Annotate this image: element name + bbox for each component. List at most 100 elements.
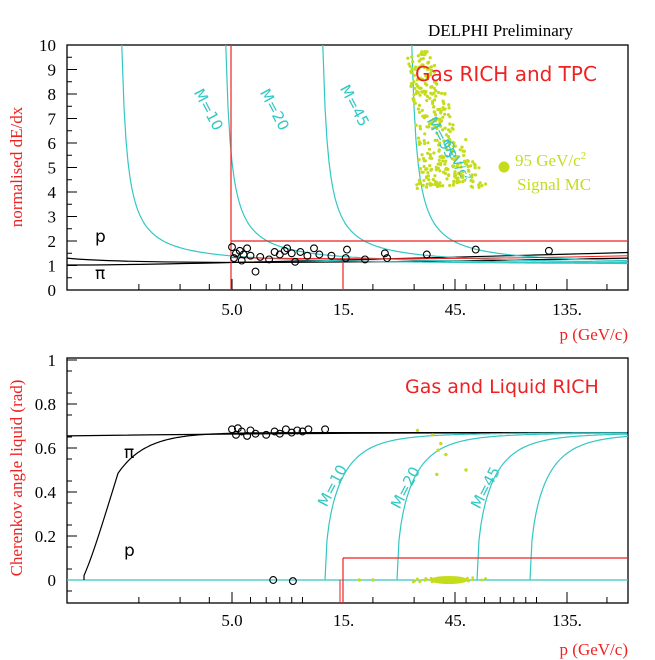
top-signal-point <box>424 167 428 172</box>
top-signal-point <box>412 97 416 101</box>
top-signal-point <box>435 82 439 86</box>
top-data-point <box>275 250 284 259</box>
top-signal-point <box>450 149 454 153</box>
bottom-data-point <box>269 576 278 584</box>
top-signal-point <box>437 149 441 153</box>
top-signal-point <box>473 173 477 177</box>
top-ytick-label: 6 <box>48 134 57 153</box>
top-signal-point <box>467 169 471 173</box>
top-signal-point <box>417 140 421 144</box>
top-signal-point <box>456 171 460 175</box>
top-signal-point <box>429 168 433 172</box>
top-ytick-label: 4 <box>48 183 57 202</box>
top-signal-point <box>418 124 422 128</box>
header-preliminary: DELPHI Preliminary <box>428 21 573 40</box>
top-data-point <box>296 248 305 256</box>
top-signal-point <box>430 183 434 187</box>
top-signal-point <box>417 136 421 140</box>
top-signal-point <box>458 148 462 152</box>
top-signal-point <box>422 164 426 169</box>
top-signal-point <box>436 162 440 166</box>
top-curves <box>67 45 628 290</box>
top-signal-point <box>418 93 422 97</box>
bottom-signal-point <box>471 578 475 582</box>
bottom-signal-point <box>430 580 434 584</box>
bottom-curve-label-proton: p <box>124 541 135 561</box>
top-data-point <box>251 267 260 276</box>
top-signal-point <box>429 65 433 69</box>
bottom-signal-point <box>435 577 438 581</box>
top-signal-point <box>427 67 431 71</box>
top-signal-point <box>436 90 441 95</box>
top-mass-label: M=10 <box>190 86 227 134</box>
top-signal-point <box>412 93 416 97</box>
top-signal-point <box>422 116 426 120</box>
bottom-signal-point <box>457 579 461 583</box>
top-ytick-label: 2 <box>48 232 57 251</box>
top-signal-point <box>462 149 466 153</box>
top-ytick-label: 10 <box>39 36 56 55</box>
top-signal-point <box>411 60 415 64</box>
bottom-signal-point <box>371 578 375 582</box>
top-signal-point <box>470 175 474 179</box>
top-ytick-label: 8 <box>48 85 57 104</box>
top-signal-point <box>447 103 451 107</box>
top-signal-point <box>428 73 433 77</box>
top-cut-band-red <box>230 255 628 260</box>
top-signal-point <box>443 171 447 175</box>
top-data-point <box>265 255 274 264</box>
top-signal-point <box>428 164 432 168</box>
top-signal-point <box>423 132 427 136</box>
top-signal-point <box>430 121 434 125</box>
top-signal-point <box>420 90 424 94</box>
top-signal-point <box>425 182 429 186</box>
top-signal-point <box>447 173 451 177</box>
top-xtick-label: 15. <box>333 300 354 319</box>
top-signal-point <box>422 139 426 143</box>
top-signal-point <box>417 142 421 146</box>
top-signal-point <box>443 126 447 130</box>
bottom-signal-point <box>436 448 440 452</box>
bottom-data-point <box>243 431 252 440</box>
bottom-mass-curve-m95 <box>529 435 628 581</box>
top-signal-point <box>422 52 426 57</box>
top-signal-point <box>437 158 441 162</box>
top-signal-point <box>477 166 481 170</box>
top-data-point <box>287 249 296 258</box>
top-signal-point <box>471 160 475 164</box>
top-signal-point <box>439 109 443 113</box>
bottom-data-point <box>304 425 313 434</box>
top-data-point <box>303 251 312 260</box>
top-signal-point <box>448 139 452 143</box>
top-signal-point <box>413 86 417 91</box>
top-signal-point <box>433 138 437 142</box>
top-signal-point <box>451 140 455 145</box>
bottom-mass-labels: M=10 M=20 M=45 <box>314 462 504 512</box>
bottom-mass-label: M=45 <box>467 464 504 512</box>
bottom-signal-point <box>431 433 435 437</box>
top-signal-point <box>427 147 432 151</box>
top-ytick-label: 5 <box>48 159 57 178</box>
top-signal-point <box>457 180 462 184</box>
top-data-point <box>291 257 300 266</box>
bottom-signal-point <box>464 468 468 472</box>
top-signal-point <box>442 107 446 111</box>
top-signal-point <box>473 163 477 167</box>
top-signal-point <box>426 171 430 175</box>
top-signal-point <box>459 165 463 169</box>
top-xtick-label: 5.0 <box>221 300 242 319</box>
bottom-signal-point <box>467 579 470 583</box>
top-signal-point <box>441 99 445 103</box>
top-title: Gas RICH and TPC <box>415 62 597 86</box>
bottom-signal-point <box>453 577 456 581</box>
top-signal-point <box>429 91 433 95</box>
bottom-signal-point <box>439 441 443 446</box>
top-signal-point <box>448 183 452 188</box>
top-mass-curve-m20 <box>225 45 628 264</box>
top-signal-point <box>415 183 419 187</box>
top-signal-point <box>432 86 436 90</box>
top-xtick-label: 135. <box>552 300 582 319</box>
bottom-data-point <box>321 425 330 434</box>
top-signal-point <box>421 170 425 174</box>
top-signal-point <box>424 185 429 189</box>
